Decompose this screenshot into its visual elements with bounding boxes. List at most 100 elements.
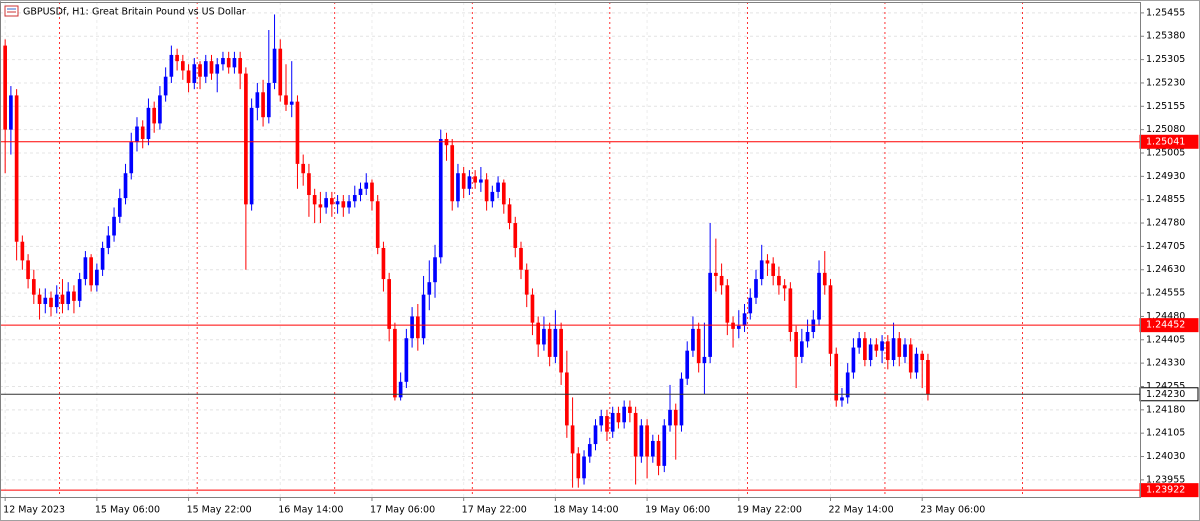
candle-body (725, 285, 730, 323)
candle-body (673, 409, 678, 426)
candle-body (857, 338, 861, 348)
y-tick-label: 1.24630 (1146, 264, 1185, 275)
x-tick-label: 18 May 14:00 (553, 505, 618, 516)
x-tick-label: 15 May 06:00 (95, 505, 160, 516)
candle-body (427, 282, 432, 295)
x-tick-label: 23 May 06:00 (920, 505, 985, 516)
candle-body (60, 294, 65, 304)
candle-body (484, 179, 489, 202)
candle-body (714, 272, 718, 276)
candle-body (140, 126, 145, 139)
candle-body (410, 316, 414, 339)
candle-body (599, 416, 604, 426)
candle-body (364, 182, 369, 189)
candle-body (20, 241, 25, 261)
candle-body (43, 297, 48, 304)
candle-body (146, 107, 151, 139)
price-label: 1.24452 (1146, 320, 1185, 331)
candle-body (289, 101, 294, 105)
candle-body (433, 257, 437, 283)
candle-body (880, 341, 884, 351)
candle-body (312, 195, 317, 205)
candle-body (851, 347, 856, 373)
candle-body (565, 372, 569, 426)
candle-body (507, 204, 512, 224)
candle-body (461, 173, 466, 189)
candle-body (14, 95, 19, 242)
candle-body (198, 64, 202, 77)
candle-body (811, 319, 816, 332)
candle-body (341, 201, 346, 208)
x-tick-label: 19 May 22:00 (737, 505, 802, 516)
candle-body (582, 456, 586, 479)
candle-body (295, 101, 300, 164)
y-tick-label: 1.25305 (1146, 54, 1185, 65)
candle-body (117, 198, 122, 217)
candle-body (324, 198, 328, 208)
candle-body (232, 58, 237, 68)
candle-body (530, 294, 535, 323)
candle-body (358, 188, 363, 196)
candle-body (840, 397, 844, 401)
candle-body (307, 173, 311, 196)
candle-body (685, 350, 690, 379)
candle-body (656, 440, 661, 466)
candle-body (576, 453, 581, 479)
candle-body (805, 332, 810, 342)
candle-body (175, 54, 179, 62)
candle-body (450, 145, 455, 202)
candle-body (335, 201, 340, 205)
candle-body (284, 95, 288, 105)
candle-body (628, 406, 632, 413)
candle-body (473, 176, 477, 183)
candle-body (817, 272, 821, 320)
candle-body (347, 201, 351, 208)
y-tick-label: 1.24480 (1146, 311, 1185, 322)
candle-body (370, 182, 374, 202)
candle-body (496, 182, 500, 192)
candle-body (244, 73, 248, 205)
y-tick-label: 1.24255 (1146, 381, 1185, 392)
candle-body (553, 328, 558, 357)
symbol-icon (4, 5, 19, 17)
candle-body (920, 353, 925, 361)
y-tick-label: 1.25455 (1146, 7, 1185, 18)
y-tick-label: 1.24105 (1146, 428, 1185, 439)
candle-body (742, 313, 747, 326)
candle-body (639, 425, 644, 457)
y-tick-label: 1.24030 (1146, 451, 1185, 462)
candle-body (903, 344, 907, 357)
candle-body (123, 173, 128, 199)
candle-body (593, 425, 598, 445)
price-label: 1.23922 (1146, 485, 1185, 496)
candle-body (616, 412, 621, 423)
candle-body (456, 173, 460, 202)
candle-body (696, 328, 701, 364)
candle-body (404, 338, 409, 382)
candle-body (467, 176, 472, 189)
y-tick-label: 1.25380 (1146, 31, 1185, 42)
candle-body (874, 344, 879, 351)
candle-body (702, 356, 707, 364)
candle-body (31, 279, 36, 295)
candle-body (519, 247, 523, 270)
candle-body (129, 142, 134, 174)
candle-body (3, 45, 7, 130)
candle-body (788, 288, 793, 332)
price-label: 1.24230 (1146, 389, 1185, 400)
candle-body (135, 126, 139, 143)
y-tick-label: 1.24780 (1146, 218, 1185, 229)
candle-body (908, 344, 913, 373)
candle-body (112, 216, 116, 236)
x-tick-label: 15 May 22:00 (187, 505, 252, 516)
candle-body (547, 328, 552, 357)
candle-body (152, 107, 157, 124)
candle-body (490, 191, 495, 202)
candle-body (868, 344, 873, 361)
candle-body (691, 328, 695, 351)
candle-body (330, 198, 334, 205)
candle-body (181, 61, 185, 71)
candle-body (748, 297, 753, 314)
candle-body (192, 64, 197, 83)
